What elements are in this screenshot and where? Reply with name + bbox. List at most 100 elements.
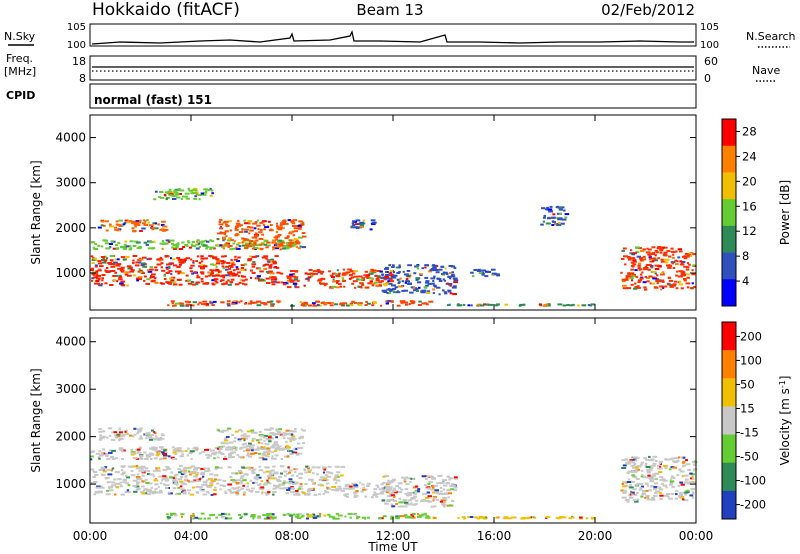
power-panel-cell — [204, 239, 207, 242]
velocity-panel-cell — [296, 513, 300, 516]
velocity-panel-cell — [114, 436, 119, 439]
power-panel-cell — [692, 253, 697, 256]
velocity-panel-cell — [120, 493, 126, 496]
power-panel-cell — [645, 251, 651, 254]
velocity-panel-cell — [186, 479, 190, 482]
velocity-panel-cell — [656, 486, 662, 489]
velocity-panel-cell — [284, 474, 287, 477]
velocity-panel-cell — [426, 516, 431, 519]
velocity-panel-cell — [151, 492, 156, 495]
velocity-panel-cell — [412, 486, 417, 489]
power-panel-cell — [180, 258, 185, 261]
power-panel-cell — [136, 279, 140, 282]
velocity-panel-cell — [646, 484, 649, 487]
velocity-panel-cell — [291, 451, 295, 454]
power-panel-cell — [637, 264, 641, 267]
velocity-panel-cell — [129, 465, 134, 468]
velocity-panel-cell — [649, 479, 655, 482]
velocity-panel-cell — [120, 473, 124, 476]
velocity-panel-cell — [291, 435, 296, 438]
velocity-panel-cell — [557, 517, 562, 520]
power-panel-cell — [209, 271, 212, 274]
velocity-panel-cell — [271, 433, 277, 435]
velocity-panel-cell — [545, 515, 551, 518]
power-panel-cell — [316, 300, 320, 303]
power-panel-cell — [263, 240, 269, 242]
power-panel-cell — [634, 282, 637, 285]
power-panel-cell — [670, 247, 674, 250]
power-panel-cell — [168, 188, 172, 191]
velocity-panel-cell — [421, 513, 426, 516]
velocity-panel-colorbar-label: 200 — [740, 329, 762, 343]
power-panel-cell — [240, 264, 246, 267]
velocity-panel-cell — [677, 484, 680, 487]
power-panel-cell — [275, 244, 278, 246]
velocity-panel-cell — [300, 491, 305, 493]
power-panel-cell — [558, 212, 562, 215]
power-panel-cell — [401, 289, 406, 292]
power-panel-cell — [486, 303, 490, 306]
power-panel-cell — [113, 279, 117, 282]
velocity-panel-cell — [100, 466, 106, 469]
power-panel-cell — [311, 302, 316, 305]
velocity-panel-cell — [122, 449, 126, 452]
velocity-panel-cell — [90, 455, 94, 458]
velocity-panel-cell — [246, 452, 250, 455]
power-panel-cell — [203, 191, 207, 194]
power-panel-cell — [211, 304, 215, 306]
velocity-panel-cell — [647, 489, 652, 492]
power-panel-cell — [289, 239, 293, 242]
power-panel-cell — [291, 225, 297, 227]
velocity-panel-cell — [110, 469, 113, 472]
velocity-panel-cell — [151, 453, 155, 456]
velocity-panel-cell — [212, 493, 217, 496]
velocity-panel-cell — [289, 440, 292, 443]
power-panel-cell — [267, 224, 270, 227]
velocity-panel-cell — [511, 516, 515, 519]
velocity-panel-cell — [327, 487, 332, 490]
power-panel-cell — [108, 262, 113, 265]
velocity-panel-cell — [422, 492, 427, 495]
power-panel-cell — [286, 286, 292, 289]
velocity-panel-cell — [276, 480, 282, 482]
power-panel-cell — [392, 287, 397, 290]
velocity-panel-cell — [136, 467, 140, 470]
velocity-panel-cell — [251, 515, 256, 518]
velocity-panel-cell — [244, 466, 250, 469]
velocity-panel-cell — [285, 492, 290, 495]
velocity-panel-cell — [118, 447, 124, 450]
power-panel-cell — [642, 255, 646, 258]
velocity-panel-cell — [381, 490, 386, 493]
power-panel-cell — [131, 220, 136, 223]
velocity-panel-cell — [209, 484, 214, 487]
power-panel-cell — [428, 300, 434, 303]
velocity-panel-cell — [170, 456, 175, 459]
power-panel-cell — [424, 281, 430, 284]
velocity-panel-cell — [387, 490, 391, 493]
velocity-panel-cell — [646, 482, 649, 485]
power-panel-colorbar-segment — [722, 172, 736, 200]
power-panel-cell — [126, 265, 132, 268]
velocity-panel-cell — [288, 478, 293, 481]
power-panel-cell — [550, 216, 555, 219]
velocity-panel-cell — [218, 513, 223, 516]
power-panel-cell — [244, 268, 247, 271]
velocity-panel-cell — [271, 513, 275, 516]
velocity-panel-cell — [153, 447, 157, 450]
velocity-panel-cell — [382, 515, 387, 518]
velocity-panel-cell — [453, 477, 458, 480]
power-panel-cell — [633, 260, 637, 263]
velocity-panel-cell — [306, 467, 310, 470]
velocity-panel-cell — [307, 471, 312, 473]
power-panel-cell — [161, 220, 166, 223]
velocity-panel-cell — [395, 485, 400, 487]
velocity-panel-cell — [533, 516, 537, 519]
power-panel-cell — [242, 282, 245, 285]
power-panel-cell — [191, 192, 197, 195]
velocity-panel-cell — [630, 464, 636, 467]
velocity-panel-colorbar-segment — [722, 462, 736, 492]
power-panel-cell — [102, 257, 105, 260]
power-panel-cell — [256, 275, 261, 278]
power-panel-cell — [677, 281, 680, 284]
power-panel-cell — [677, 256, 681, 259]
